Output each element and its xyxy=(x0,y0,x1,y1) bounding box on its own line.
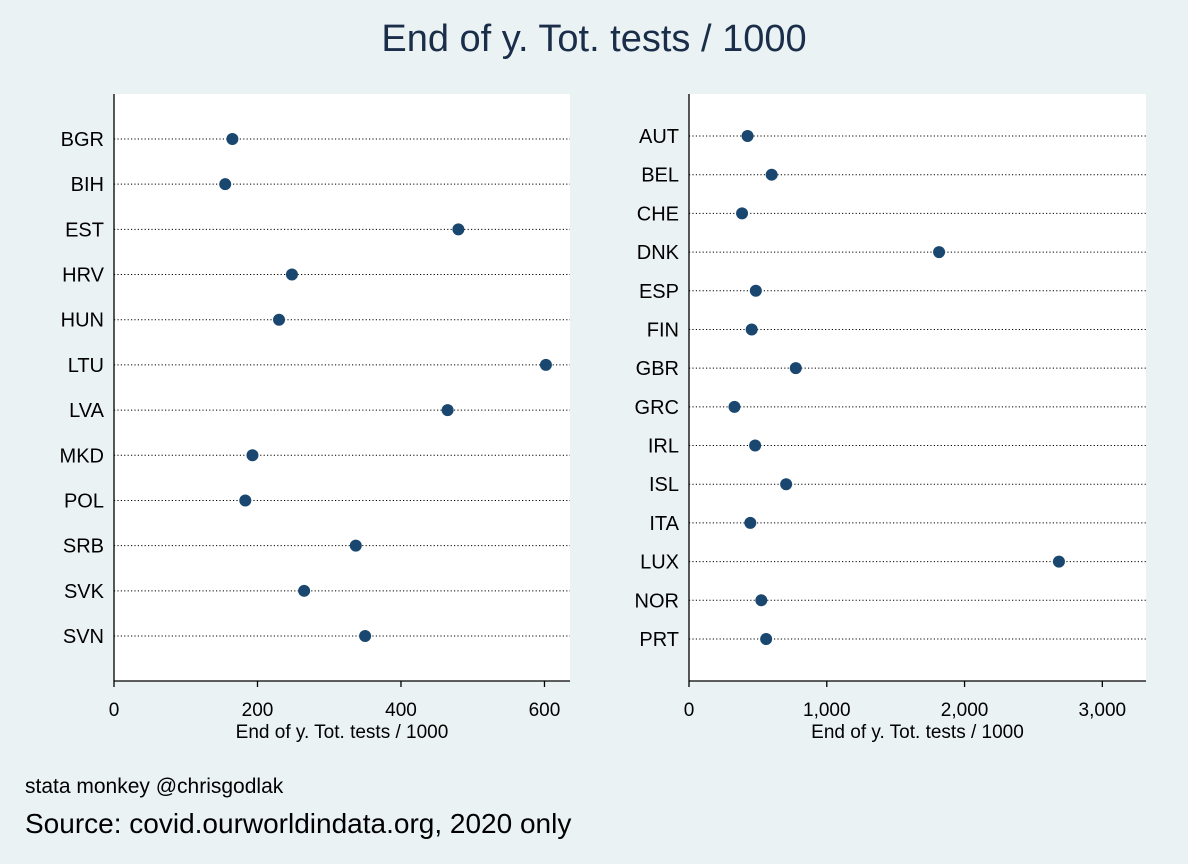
panel2-data-point xyxy=(1052,555,1065,568)
panel2-data-point xyxy=(728,400,741,413)
panel2-category-label: ISL xyxy=(649,474,679,496)
panel1-category-label: HRV xyxy=(62,265,105,287)
panel2-data-point xyxy=(736,207,749,220)
panel2-category-label: ESP xyxy=(639,281,679,303)
panel2-category-label: GBR xyxy=(636,358,679,380)
credit-text: stata monkey @chrisgodlak xyxy=(25,775,284,798)
panel2-category-label: GRC xyxy=(635,397,679,419)
panel2-data-point xyxy=(760,633,773,645)
panel2-category-label: FIN xyxy=(647,319,679,341)
panel1-x-axis-label: End of y. Tot. tests / 1000 xyxy=(236,722,449,743)
panel1-data-point xyxy=(239,494,252,507)
panel1-plot-area xyxy=(114,94,570,681)
panel1-category-label: BGR xyxy=(61,129,104,151)
panel2-data-point xyxy=(780,478,793,491)
panel2-category-label: ITA xyxy=(649,513,679,535)
chart-title: End of y. Tot. tests / 1000 xyxy=(381,18,807,60)
panel2-category-label: NOR xyxy=(635,590,679,612)
panel1-category-label: LTU xyxy=(68,355,104,377)
panel2-category-label: DNK xyxy=(637,242,680,264)
panel2-category-label: IRL xyxy=(648,436,679,458)
panel1-data-point xyxy=(452,223,465,236)
panel1-data-point xyxy=(226,133,239,145)
panel2-x-tick-label: 0 xyxy=(684,700,695,721)
panel2-category-label: LUX xyxy=(640,552,679,574)
panel1-data-point xyxy=(285,268,298,281)
panel1-data-point xyxy=(298,584,311,597)
panel2-data-point xyxy=(745,323,758,336)
panel1-category-label: HUN xyxy=(61,310,104,332)
panel2-data-point xyxy=(755,594,768,607)
panel2-data-point xyxy=(741,130,754,142)
panel1-category-label: EST xyxy=(65,219,104,241)
panel2-data-point xyxy=(765,168,778,181)
panel1-x-tick-label: 200 xyxy=(242,700,274,721)
panel2-x-tick-label: 3,000 xyxy=(1079,700,1127,721)
panel1-category-label: SRB xyxy=(63,536,104,558)
panel1-data-point xyxy=(441,404,454,417)
panel1-data-point xyxy=(349,539,362,552)
panel2-category-label: PRT xyxy=(639,629,679,651)
panel2-data-point xyxy=(789,362,802,375)
panel1-category-label: BIH xyxy=(71,174,104,196)
panel2-data-point xyxy=(744,516,757,529)
panel1-x-tick-label: 0 xyxy=(109,700,120,721)
panel1-category-label: SVN xyxy=(63,626,104,648)
panel2-data-point xyxy=(749,439,762,452)
panel2-data-point xyxy=(933,246,946,259)
panel1-data-point xyxy=(273,313,286,326)
panel2-data-point xyxy=(749,284,762,297)
panel2-category-label: AUT xyxy=(639,126,679,148)
panel2-category-label: BEL xyxy=(641,165,679,187)
panel2-plot-area xyxy=(689,94,1146,681)
panel1-category-label: LVA xyxy=(69,400,104,422)
panel2-x-tick-label: 1,000 xyxy=(803,700,851,721)
panel1-x-tick-label: 400 xyxy=(385,700,417,721)
panel1-data-point xyxy=(246,449,259,462)
source-text: Source: covid.ourworldindata.org, 2020 o… xyxy=(25,808,572,839)
panel1-category-label: MKD xyxy=(60,445,104,467)
panel1-data-point xyxy=(219,178,232,191)
panel2-x-axis-label: End of y. Tot. tests / 1000 xyxy=(811,722,1024,743)
panel1-data-point xyxy=(359,630,372,642)
panel1-data-point xyxy=(539,358,552,371)
panel1-category-label: SVK xyxy=(64,581,105,603)
panel1-x-tick-label: 600 xyxy=(529,700,561,721)
panel2-category-label: CHE xyxy=(637,203,679,225)
panel2-x-tick-label: 2,000 xyxy=(941,700,989,721)
panel1-category-label: POL xyxy=(64,490,104,512)
